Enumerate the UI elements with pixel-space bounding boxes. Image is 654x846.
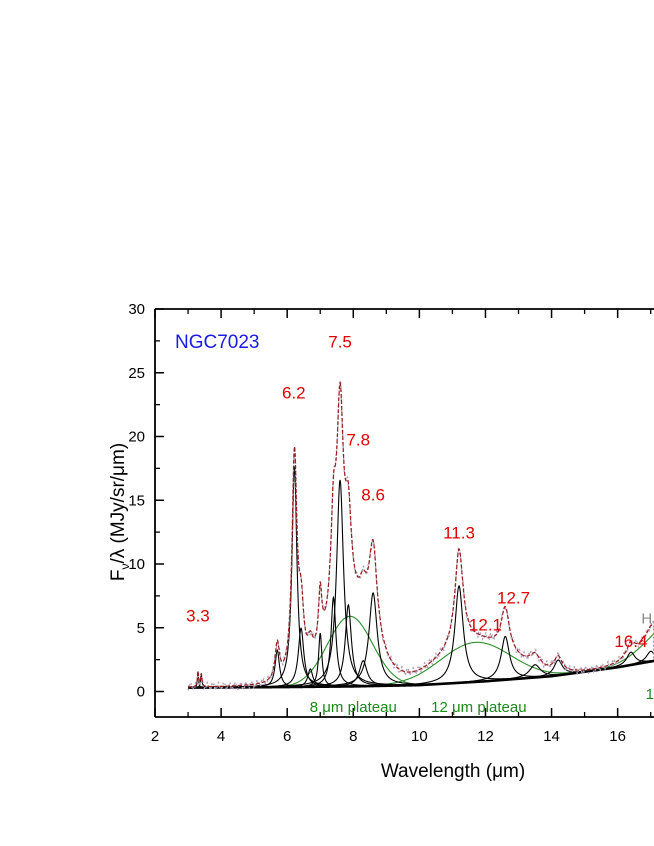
y-axis-title-unit: μm — [108, 449, 129, 476]
pah-component-9 — [188, 603, 654, 689]
y-tick-label-0: 0 — [137, 684, 145, 701]
h2-label: H2 — [641, 611, 654, 631]
y-axis-title-sub: ν — [118, 564, 132, 570]
observed-spectrum — [187, 378, 654, 692]
axes-group — [154, 308, 654, 718]
y-axis-title: Fν/λ (MJy/sr/μm) — [108, 443, 132, 581]
x-tick-label-0: 2 — [151, 728, 159, 745]
plateau-label-2: 17 — [646, 686, 654, 703]
model-fit-curve — [188, 380, 654, 688]
pah-component-8 — [188, 479, 654, 689]
pah-component-13 — [188, 635, 654, 689]
y-tick-label-2: 10 — [128, 556, 145, 573]
band-label-8: 16.4 — [614, 632, 647, 651]
x-tick-label-4: 10 — [411, 728, 428, 745]
band-label-7: 12.7 — [497, 589, 530, 608]
pah-component-6 — [188, 633, 654, 689]
band-label-0: 3.3 — [186, 606, 210, 625]
band-label-2: 7.5 — [328, 332, 352, 351]
pah-component-4 — [188, 627, 654, 689]
x-tick-label-6: 14 — [543, 728, 560, 745]
plateau-label-value: 12 — [431, 699, 452, 716]
band-label-6: 12.1 — [469, 615, 502, 634]
x-tick-label-7: 16 — [609, 728, 626, 745]
plateau-component-0 — [188, 615, 654, 689]
plot-area — [187, 378, 654, 692]
plateau-component-1 — [188, 641, 654, 689]
plateau-label-rest: plateau — [348, 699, 397, 716]
traces-group — [187, 378, 654, 692]
x-tick-label-3: 8 — [349, 728, 357, 745]
band-label-4: 8.6 — [361, 485, 385, 504]
plateau-label-1: 12 μm plateau — [431, 699, 526, 716]
plateau-label-0: 8 μm plateau — [310, 699, 397, 716]
x-tick-label-5: 12 — [477, 728, 494, 745]
y-axis-title-close: ) — [108, 443, 129, 449]
y-tick-label-5: 25 — [128, 365, 145, 382]
band-label-3: 7.8 — [346, 430, 370, 449]
band-label-5: 11.3 — [443, 524, 475, 543]
plateau-component-2 — [188, 633, 654, 689]
x-tick-label-2: 6 — [283, 728, 291, 745]
y-axis-title-rest: /λ (MJy/sr/ — [108, 475, 129, 563]
h2-label-main: H — [641, 611, 652, 628]
plateau-label-value: 8 — [310, 699, 323, 716]
y-tick-label-1: 5 — [137, 620, 145, 637]
h2-label-sub: 2 — [652, 620, 654, 631]
plateau-label-rest: plateau — [477, 699, 526, 716]
band-label-1: 6.2 — [282, 383, 306, 402]
pah-component-3 — [188, 466, 654, 689]
y-tick-label-3: 15 — [128, 492, 145, 509]
plateau-label-unit: μm — [322, 699, 347, 716]
pah-component-7 — [188, 595, 654, 689]
y-tick-label-6: 30 — [128, 301, 145, 318]
x-tick-label-1: 4 — [217, 728, 225, 745]
y-axis-title-main: F — [108, 570, 129, 582]
y-tick-label-4: 20 — [128, 429, 145, 446]
annotation-labels: 3.3 6.2 7.5 7.8 8.6 11.3 12.1 12.7 16.4 8 μm plat… — [186, 332, 654, 716]
x-axis-title-close: ) — [519, 761, 525, 782]
x-axis-title: Wavelength (μm) — [381, 761, 525, 782]
x-axis-title-unit: μm — [492, 761, 519, 782]
plateau-label-unit: μm — [452, 699, 477, 716]
object-label: NGC7023 — [175, 332, 260, 353]
x-axis-title-main: Wavelength ( — [381, 761, 493, 782]
